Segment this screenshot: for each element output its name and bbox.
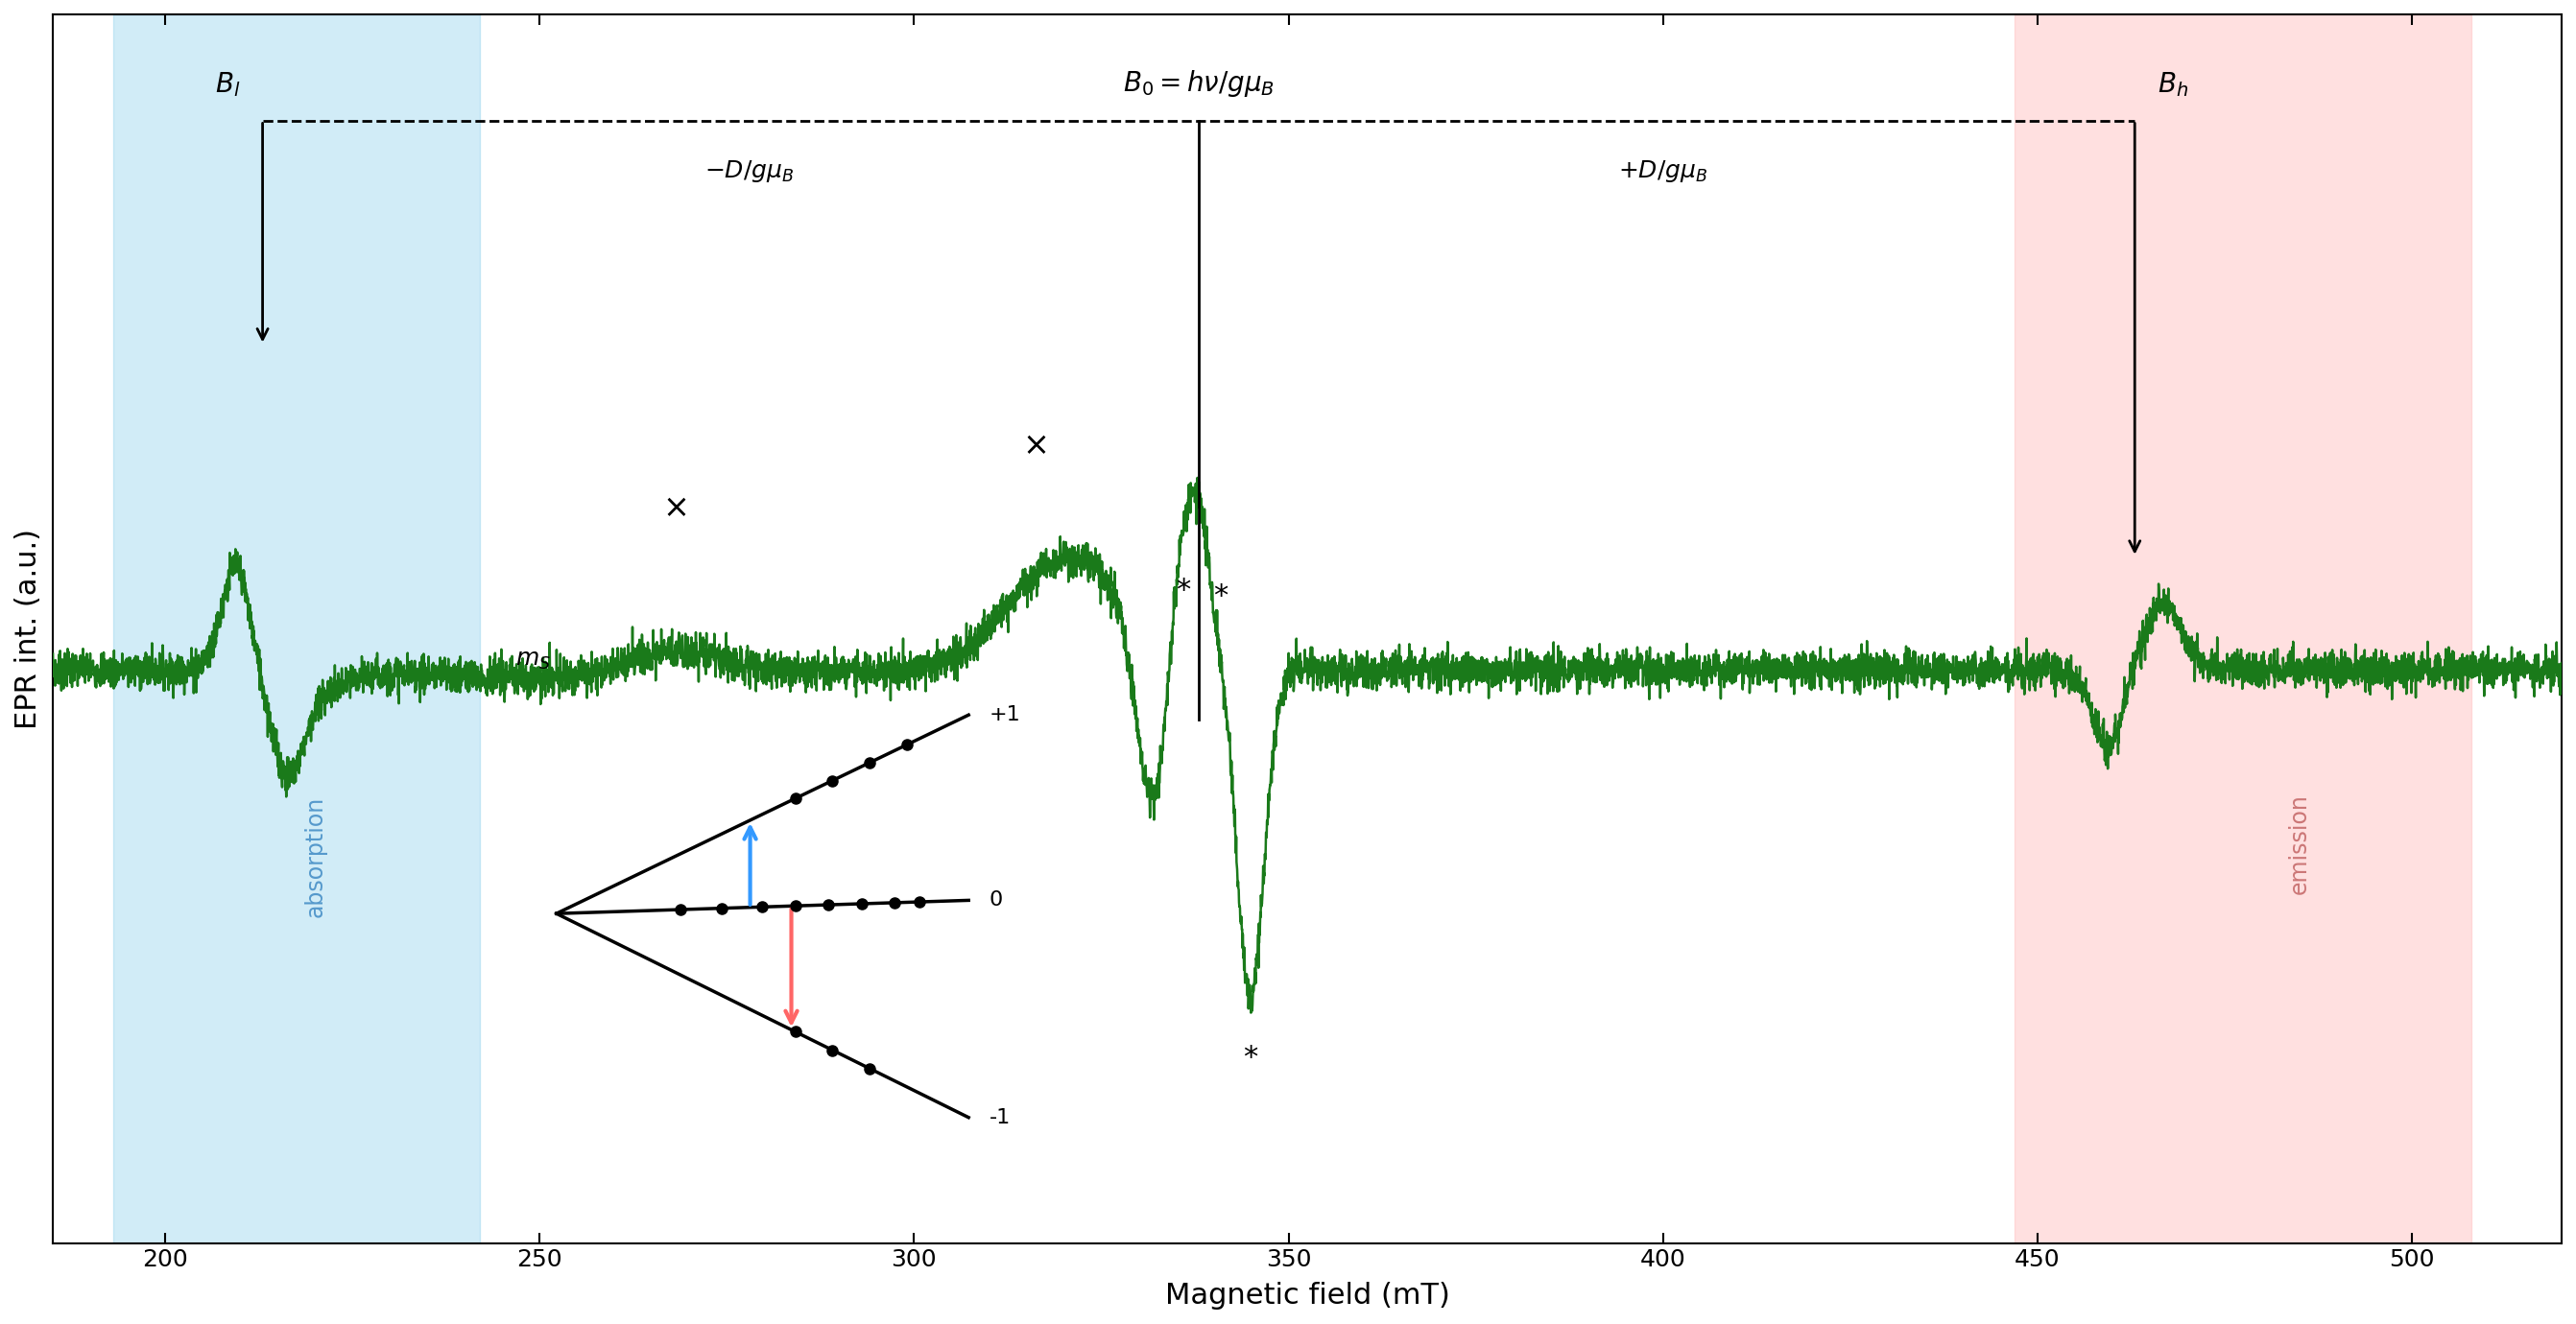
Text: $\times$: $\times$ bbox=[662, 491, 688, 523]
Text: $+D/g\mu_B$: $+D/g\mu_B$ bbox=[1618, 158, 1708, 184]
Text: $B_0 = h\nu/g\mu_B$: $B_0 = h\nu/g\mu_B$ bbox=[1123, 68, 1275, 98]
Bar bbox=[113, 15, 479, 1243]
Text: -1: -1 bbox=[989, 1108, 1010, 1127]
Text: $*$: $*$ bbox=[1213, 581, 1229, 609]
Y-axis label: EPR int. (a.u.): EPR int. (a.u.) bbox=[15, 528, 41, 730]
Text: $B_h$: $B_h$ bbox=[2156, 70, 2187, 98]
Text: $*$: $*$ bbox=[1244, 1042, 1260, 1070]
Text: emission: emission bbox=[2287, 794, 2311, 895]
Bar bbox=[2014, 15, 2473, 1243]
Text: +1: +1 bbox=[989, 706, 1020, 724]
Text: $m_S$: $m_S$ bbox=[515, 649, 551, 671]
Text: $-D/g\mu_B$: $-D/g\mu_B$ bbox=[706, 158, 793, 184]
Text: $\times$: $\times$ bbox=[1023, 429, 1046, 461]
X-axis label: Magnetic field (mT): Magnetic field (mT) bbox=[1164, 1282, 1450, 1309]
Text: 0: 0 bbox=[989, 891, 1002, 910]
Text: absorption: absorption bbox=[304, 796, 327, 918]
Text: $*$: $*$ bbox=[1175, 575, 1193, 602]
Text: $B_l$: $B_l$ bbox=[214, 70, 240, 98]
